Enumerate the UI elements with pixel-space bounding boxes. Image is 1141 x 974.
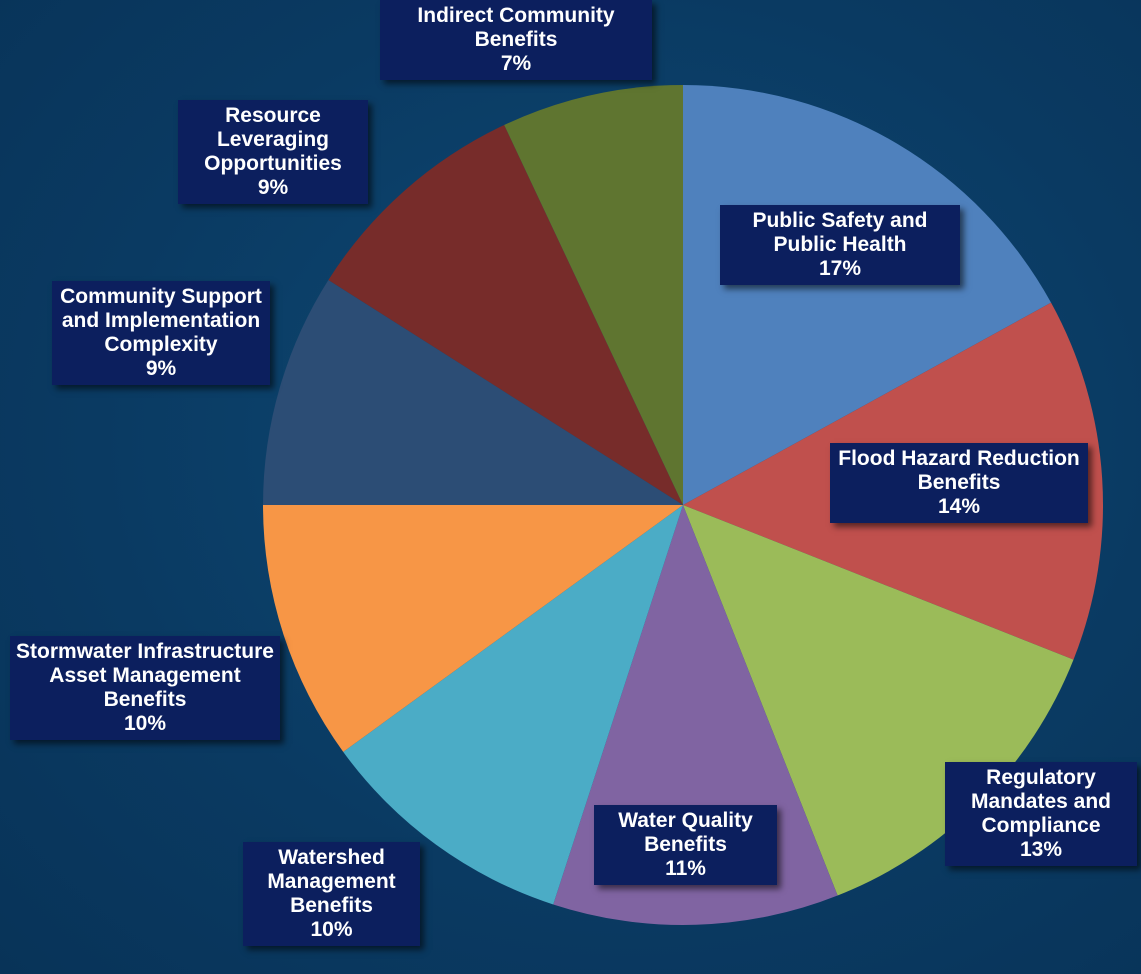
category-label: Watershed Management Benefits bbox=[267, 846, 396, 917]
slice-label: Public Safety and Public Health 17% bbox=[720, 205, 960, 285]
category-label: Resource Leveraging Opportunities bbox=[204, 104, 342, 175]
value-label: 14% bbox=[937, 495, 981, 518]
pie-slice bbox=[263, 505, 683, 752]
category-label: Water Quality Benefits bbox=[618, 809, 753, 856]
pie-slice bbox=[343, 505, 683, 905]
slice-label: Community Support and Implementation Com… bbox=[52, 281, 270, 385]
category-label: Regulatory Mandates and Compliance bbox=[970, 766, 1112, 837]
slice-label: Flood Hazard Reduction Benefits 14% bbox=[830, 443, 1088, 523]
pie-slice bbox=[683, 85, 1052, 505]
category-label: Public Safety and Public Health bbox=[752, 209, 928, 256]
category-label: Stormwater Infrastructure Asset Manageme… bbox=[16, 640, 274, 711]
slice-label: Watershed Management Benefits 10% bbox=[243, 842, 420, 946]
value-label: 7% bbox=[500, 52, 532, 75]
value-label: 10% bbox=[123, 712, 167, 735]
category-label: Flood Hazard Reduction Benefits bbox=[838, 447, 1080, 494]
pie-slice bbox=[328, 124, 683, 505]
category-label: Indirect Community Benefits bbox=[417, 4, 615, 51]
pie-slice bbox=[263, 279, 683, 505]
value-label: 9% bbox=[145, 357, 177, 380]
value-label: 17% bbox=[818, 257, 862, 280]
slice-label: Water Quality Benefits 11% bbox=[594, 805, 777, 885]
category-label: Community Support and Implementation Com… bbox=[60, 285, 262, 356]
pie-slice bbox=[504, 85, 683, 505]
value-label: 11% bbox=[665, 857, 706, 880]
slice-label: Regulatory Mandates and Compliance 13% bbox=[945, 762, 1137, 866]
slice-label: Resource Leveraging Opportunities 9% bbox=[178, 100, 368, 204]
value-label: 10% bbox=[310, 918, 353, 941]
slice-label: Indirect Community Benefits 7% bbox=[380, 0, 652, 80]
slice-label: Stormwater Infrastructure Asset Manageme… bbox=[10, 636, 280, 740]
value-label: 9% bbox=[257, 176, 289, 199]
value-label: 13% bbox=[1019, 838, 1063, 861]
